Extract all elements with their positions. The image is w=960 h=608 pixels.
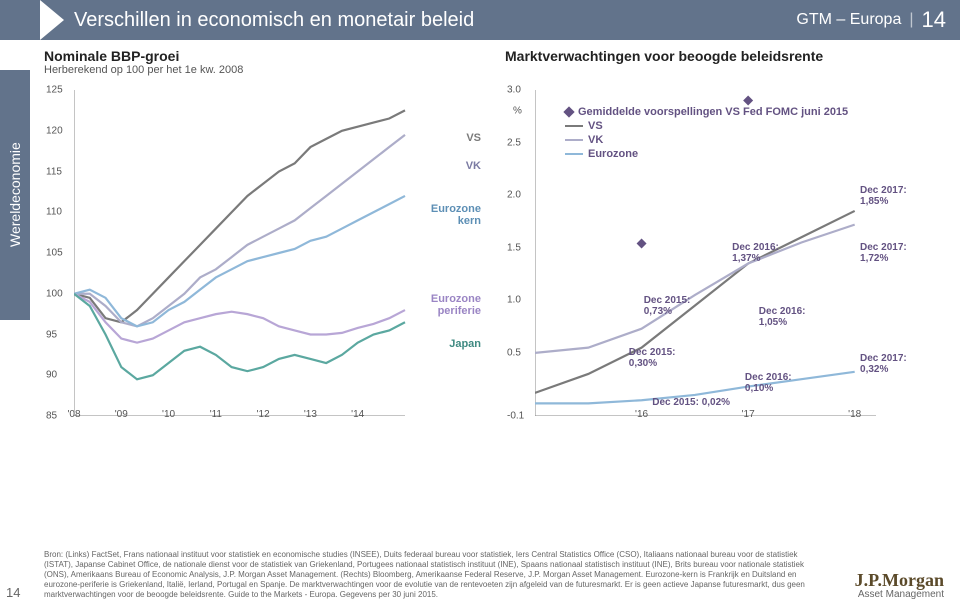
- book-label: GTM – Europa: [796, 11, 901, 29]
- diamond-icon: [563, 106, 574, 117]
- logo-sub: Asset Management: [855, 589, 944, 600]
- header: Verschillen in economisch en monetair be…: [0, 0, 960, 40]
- right-legend: Gemiddelde voorspellingen VS Fed FOMC ju…: [565, 106, 848, 162]
- left-plot: 859095100105110115120125'08'09'10'11'12'…: [74, 90, 485, 416]
- left-sub: Herberekend op 100 per het 1e kw. 2008: [44, 64, 485, 76]
- left-title: Nominale BBP-groei: [44, 48, 485, 64]
- chevron-icon: [40, 0, 64, 40]
- logo-text: J.P.Morgan: [855, 570, 944, 591]
- right-chart: Marktverwachtingen voor beoogde beleidsr…: [505, 48, 946, 428]
- swatch-icon: [565, 153, 583, 155]
- page-num-left: 14: [6, 585, 20, 600]
- side-tab: Wereldeconomie: [0, 70, 30, 320]
- swatch-icon: [565, 139, 583, 141]
- logo: J.P.Morgan Asset Management: [855, 570, 944, 600]
- source-text: Bron: (Links) FactSet, Frans nationaal i…: [44, 550, 810, 600]
- page-title: Verschillen in economisch en monetair be…: [74, 9, 474, 32]
- legend-vk: VK: [588, 134, 603, 146]
- left-chart: Nominale BBP-groei Herberekend op 100 pe…: [44, 48, 485, 428]
- header-right: GTM – Europa | 14: [796, 7, 946, 33]
- legend-ez: Eurozone: [588, 148, 638, 160]
- legend-vs: VS: [588, 120, 603, 132]
- line-label-japan: Japan: [449, 338, 481, 350]
- swatch-icon: [565, 125, 583, 127]
- line-label-vs: VS: [466, 132, 481, 144]
- line-label-ez-per: Eurozone periferie: [409, 293, 481, 317]
- line-label-vk: VK: [466, 160, 481, 172]
- page-number: 14: [922, 7, 946, 33]
- line-label-ez-kern: Eurozone kern: [409, 203, 481, 227]
- right-title: Marktverwachtingen voor beoogde beleidsr…: [505, 48, 946, 64]
- charts-area: Nominale BBP-groei Herberekend op 100 pe…: [44, 48, 946, 428]
- legend-fomc: Gemiddelde voorspellingen VS Fed FOMC ju…: [578, 106, 848, 118]
